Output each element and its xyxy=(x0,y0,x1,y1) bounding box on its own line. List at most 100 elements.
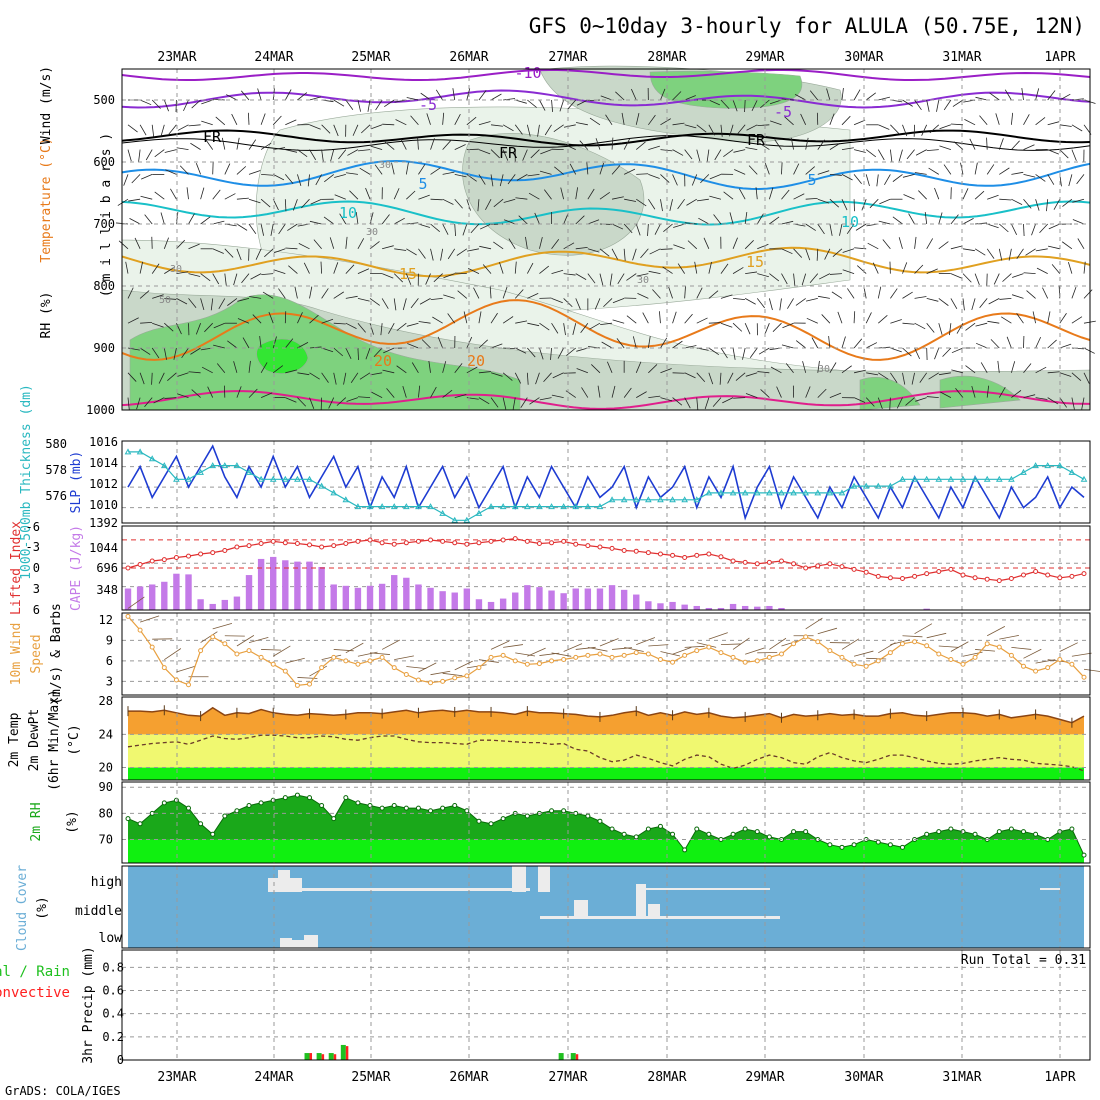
wind-barb xyxy=(672,340,683,349)
thickness-point xyxy=(802,489,810,496)
wind-barb xyxy=(402,298,407,311)
wind-barb xyxy=(176,147,189,150)
wind-barb xyxy=(672,397,683,406)
wind-barb xyxy=(310,198,322,205)
thickness-point xyxy=(173,475,180,482)
wind-speed-point xyxy=(1008,652,1014,658)
thickness-point xyxy=(790,489,797,496)
thickness-point xyxy=(681,496,689,503)
thickness-point xyxy=(1044,462,1052,469)
date-label: 30MAR xyxy=(844,50,883,65)
wind-barb xyxy=(999,167,1010,175)
wind-barb xyxy=(154,191,165,200)
wind-barb xyxy=(805,223,816,231)
wind-barb xyxy=(544,124,552,136)
wind-barb xyxy=(914,296,927,299)
wind-barb xyxy=(853,174,862,184)
wind-barb xyxy=(345,642,364,654)
wind-barb xyxy=(952,99,964,107)
wind-barb xyxy=(720,124,723,137)
wind-barb xyxy=(999,223,1009,233)
wind-barb xyxy=(855,223,867,231)
wind-barb xyxy=(418,321,431,324)
wind-barb xyxy=(346,397,359,402)
wind-barb xyxy=(768,298,773,311)
rh-point xyxy=(234,808,240,814)
thickness-point xyxy=(136,448,144,455)
wind-barb xyxy=(309,286,313,299)
cloud-cell xyxy=(300,888,530,891)
wind-barb xyxy=(943,99,952,111)
wind-barb xyxy=(183,99,189,112)
wind-barb xyxy=(526,262,534,274)
wind-barb xyxy=(817,170,830,175)
wind-barb xyxy=(800,113,807,125)
wind-axis-label-b: Speed xyxy=(29,634,44,673)
wind-barb xyxy=(694,261,698,274)
lifted-index-point xyxy=(536,541,542,546)
wind-barb xyxy=(514,124,523,135)
wind-barb xyxy=(164,648,182,660)
wind-barb xyxy=(914,623,933,635)
wind-barb xyxy=(999,298,1012,300)
wind-barb xyxy=(247,112,250,125)
pressure-tick: 800 xyxy=(93,279,115,293)
wind-barb xyxy=(997,360,1000,373)
lifted-index-point xyxy=(912,573,918,579)
wind-barb xyxy=(924,212,928,225)
wind-barb xyxy=(877,397,883,410)
wind-barb xyxy=(357,238,365,249)
wind-barb xyxy=(756,298,765,309)
rh-point xyxy=(670,831,676,837)
wind-barb xyxy=(696,124,707,133)
wind-barb xyxy=(781,220,794,225)
lifted-index-point xyxy=(682,555,688,560)
thickness-point xyxy=(669,496,676,503)
wind-barb xyxy=(285,149,298,153)
wind-barb xyxy=(383,347,395,354)
wind-barb xyxy=(365,187,371,200)
lifted-index-point xyxy=(270,538,276,544)
cape-bar xyxy=(608,585,616,610)
thickness-point xyxy=(874,482,882,489)
wind-barb xyxy=(892,174,903,182)
lifted-index-point xyxy=(403,540,409,546)
wind-barb xyxy=(938,645,959,648)
wind-barb xyxy=(660,174,670,183)
wind-barb xyxy=(514,372,522,384)
wind-barb xyxy=(1061,241,1073,250)
wind-barb xyxy=(842,269,855,274)
wind-barb xyxy=(698,217,710,225)
wind-barb xyxy=(127,347,140,351)
wind-barb xyxy=(856,265,867,274)
wind-barb xyxy=(343,372,347,385)
wind-barb xyxy=(951,369,964,374)
wind-barb xyxy=(454,272,467,274)
thickness-point xyxy=(657,496,664,503)
wind-speed-point xyxy=(694,648,700,654)
wind-barb xyxy=(442,223,449,235)
wind-barb xyxy=(846,223,855,235)
wind-barb xyxy=(821,314,831,324)
wind-barb xyxy=(623,223,633,234)
wind-barb xyxy=(207,386,214,398)
wind-barb xyxy=(138,149,141,162)
wind-barb xyxy=(934,347,940,360)
wind-barb xyxy=(950,214,959,225)
lifted-index-point xyxy=(282,540,288,546)
wind-barb xyxy=(406,190,416,200)
lifted-index-point xyxy=(440,538,446,544)
thickness-point xyxy=(427,503,434,510)
cloud-unit-label: (%) xyxy=(35,896,50,919)
cape-bar xyxy=(439,591,446,610)
wind-barb xyxy=(732,347,736,360)
wind-barb xyxy=(842,248,855,253)
wind-barb xyxy=(527,322,540,327)
wind-speed-point xyxy=(524,661,530,667)
wind-barb xyxy=(200,216,211,225)
wind-barb xyxy=(503,198,516,203)
precip-total-bar xyxy=(340,1044,346,1060)
lifted-index-point xyxy=(996,578,1002,584)
wind-barb xyxy=(745,147,758,150)
wind-barb xyxy=(635,113,640,125)
